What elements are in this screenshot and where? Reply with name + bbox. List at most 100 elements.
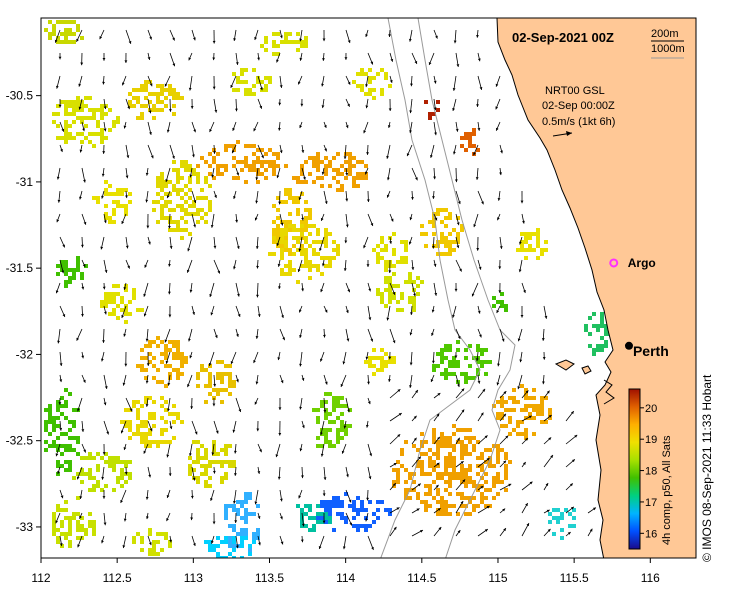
sst-pixel <box>496 480 500 484</box>
current-arrow-head <box>280 541 284 545</box>
sst-pixel <box>284 200 288 204</box>
current-arrow-head <box>544 315 548 319</box>
sst-pixel <box>404 440 408 444</box>
sst-pixel <box>72 276 76 280</box>
sst-pixel <box>84 116 88 120</box>
sst-pixel <box>336 168 340 172</box>
sst-pixel <box>420 460 424 464</box>
sst-pixel <box>176 228 180 232</box>
sst-pixel <box>336 428 340 432</box>
sst-pixel <box>172 88 176 92</box>
sst-pixel <box>420 440 424 444</box>
sst-pixel <box>180 352 184 356</box>
current-arrow-head <box>259 449 262 453</box>
sst-pixel <box>348 164 352 168</box>
sst-pixel <box>460 144 464 148</box>
sst-pixel <box>80 132 84 136</box>
sst-pixel <box>176 348 180 352</box>
current-arrow-head <box>460 461 464 464</box>
sst-pixel <box>500 292 504 296</box>
sst-pixel <box>408 272 412 276</box>
current-arrow-head <box>279 498 283 502</box>
sst-pixel <box>352 524 356 528</box>
sst-pixel <box>376 252 380 256</box>
sst-pixel <box>360 172 364 176</box>
sst-pixel <box>64 112 68 116</box>
current-arrow-head <box>255 200 259 204</box>
current-arrow-head <box>409 385 412 388</box>
sst-pixel <box>460 224 464 228</box>
sst-pixel <box>236 76 240 80</box>
current-arrow-head <box>393 526 397 530</box>
sst-pixel <box>160 108 164 112</box>
current-arrow-head <box>235 62 239 65</box>
sst-pixel <box>508 420 512 424</box>
current-arrow-head <box>321 171 325 175</box>
sst-pixel <box>264 168 268 172</box>
sst-pixel <box>480 484 484 488</box>
sst-pixel <box>280 256 284 260</box>
sst-pixel <box>420 224 424 228</box>
current-arrow-head <box>343 156 347 160</box>
sst-pixel <box>48 420 52 424</box>
sst-pixel <box>316 176 320 180</box>
sst-pixel <box>176 356 180 360</box>
credit-text: © IMOS 08-Sep-2021 11:33 Hobart <box>700 374 714 562</box>
current-arrow-head <box>452 88 456 91</box>
sst-pixel <box>64 140 68 144</box>
sst-pixel <box>168 88 172 92</box>
sst-pixel <box>524 404 528 408</box>
sst-pixel <box>180 364 184 368</box>
sst-pixel <box>60 268 64 272</box>
sst-pixel <box>64 532 68 536</box>
current-arrow-head <box>522 461 526 465</box>
sst-pixel <box>600 312 604 316</box>
current-arrow-head <box>79 196 82 200</box>
sst-pixel <box>440 348 444 352</box>
sst-pixel <box>272 252 276 256</box>
sst-pixel <box>440 240 444 244</box>
sst-pixel <box>524 392 528 396</box>
sst-pixel <box>204 368 208 372</box>
sst-pixel <box>176 368 180 372</box>
sst-pixel <box>80 472 84 476</box>
sst-pixel <box>448 504 452 508</box>
sst-pixel <box>148 528 152 532</box>
sst-pixel <box>304 160 308 164</box>
sst-pixel <box>324 264 328 268</box>
sst-pixel <box>120 204 124 208</box>
sst-pixel <box>228 376 232 380</box>
current-arrow-head <box>520 314 524 318</box>
sst-pixel <box>112 456 116 460</box>
sst-pixel <box>80 272 84 276</box>
argo-marker-icon <box>609 258 619 268</box>
sst-pixel <box>336 180 340 184</box>
sst-pixel <box>432 440 436 444</box>
current-arrow-head <box>500 150 503 154</box>
sst-pixel <box>244 80 248 84</box>
sst-pixel <box>184 184 188 188</box>
sst-pixel <box>376 356 380 360</box>
sst-pixel <box>268 252 272 256</box>
sst-pixel <box>56 272 60 276</box>
sst-pixel <box>316 240 320 244</box>
current-arrow-head <box>410 312 413 315</box>
sst-pixel <box>320 432 324 436</box>
current-arrow-head <box>299 406 303 410</box>
sst-pixel <box>232 384 236 388</box>
sst-pixel <box>372 348 376 352</box>
sst-pixel <box>196 220 200 224</box>
sst-pixel <box>152 364 156 368</box>
current-arrow-head <box>545 483 549 487</box>
sst-pixel <box>532 416 536 420</box>
current-arrow-head <box>208 362 212 366</box>
sst-pixel <box>92 196 96 200</box>
sst-pixel <box>408 476 412 480</box>
sst-pixel <box>312 224 316 228</box>
colorbar-tick-label: 19 <box>645 434 657 446</box>
sst-pixel <box>116 316 120 320</box>
sst-pixel <box>136 88 140 92</box>
sst-pixel <box>68 532 72 536</box>
sst-pixel <box>504 408 508 412</box>
current-arrow-head <box>418 456 421 460</box>
